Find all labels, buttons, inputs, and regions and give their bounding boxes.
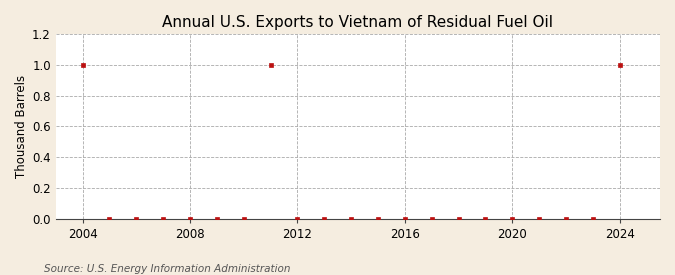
Text: Source: U.S. Energy Information Administration: Source: U.S. Energy Information Administ… xyxy=(44,264,290,274)
Title: Annual U.S. Exports to Vietnam of Residual Fuel Oil: Annual U.S. Exports to Vietnam of Residu… xyxy=(163,15,554,30)
Y-axis label: Thousand Barrels: Thousand Barrels xyxy=(15,75,28,178)
